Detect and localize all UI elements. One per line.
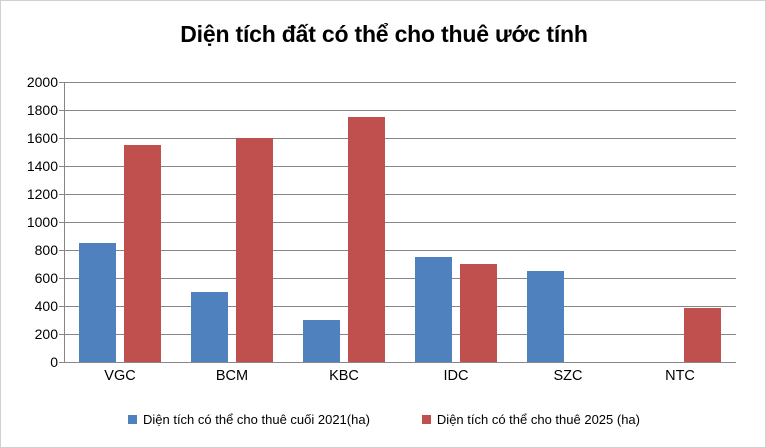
y-axis-tick-label: 600 xyxy=(34,270,58,286)
bar-kbc-series-1[interactable] xyxy=(348,117,385,362)
bar-idc-series-1[interactable] xyxy=(460,264,497,362)
gridline xyxy=(64,334,736,335)
x-axis-label-ntc: NTC xyxy=(665,368,695,384)
y-axis-tick-labels: 2000 1800 1600 1400 1200 1000 800 600 400 200 0 xyxy=(1,75,58,369)
y-axis-tick-label: 2000 xyxy=(26,74,58,90)
y-axis-tick-mark xyxy=(59,362,64,363)
gridline xyxy=(64,194,736,195)
y-axis-tick-label: 1000 xyxy=(26,214,58,230)
y-axis-tick-mark xyxy=(59,166,64,167)
gridline xyxy=(64,250,736,251)
y-axis-tick-label: 1600 xyxy=(26,130,58,146)
y-axis-tick-mark xyxy=(59,82,64,83)
bar-kbc-series-0[interactable] xyxy=(303,320,340,362)
gridline xyxy=(64,166,736,167)
bar-bcm-series-1[interactable] xyxy=(236,138,273,362)
bar-idc-series-0[interactable] xyxy=(415,257,452,362)
x-axis-label-idc: IDC xyxy=(443,368,469,384)
bar-bcm-series-0[interactable] xyxy=(191,292,228,362)
gridline xyxy=(64,82,736,83)
y-axis-tick-label: 800 xyxy=(34,242,58,258)
bar-szc-series-0[interactable] xyxy=(527,271,564,362)
legend-label: Diện tích có thể cho thuê 2025 (ha) xyxy=(436,412,640,427)
legend-entry-series-1[interactable]: Diện tích có thể cho thuê 2025 (ha) xyxy=(421,412,640,427)
x-axis-label-kbc: KBC xyxy=(329,368,359,384)
bar-ntc-series-1[interactable] xyxy=(684,308,721,362)
bar-vgc-series-0[interactable] xyxy=(79,243,116,362)
gridline xyxy=(64,306,736,307)
chart-legend: Diện tích có thể cho thuê cuối 2021(ha) D… xyxy=(1,412,765,427)
y-axis-tick-mark xyxy=(59,138,64,139)
gridline xyxy=(64,222,736,223)
y-axis-tick-mark xyxy=(59,222,64,223)
y-axis-line xyxy=(64,82,65,363)
gridline xyxy=(64,110,736,111)
chart-title: Diện tích đất có thể cho thuê ước tính xyxy=(180,21,588,47)
gridline xyxy=(64,138,736,139)
y-axis-tick-label: 400 xyxy=(34,298,58,314)
y-axis-tick-label: 1400 xyxy=(26,158,58,174)
x-axis-label-vgc: VGC xyxy=(104,368,136,384)
y-axis-tick-label: 1800 xyxy=(26,102,58,118)
y-axis-tick-mark xyxy=(59,306,64,307)
y-axis-tick-mark xyxy=(59,194,64,195)
y-axis-tick-mark xyxy=(59,334,64,335)
legend-entry-series-0[interactable]: Diện tích có thể cho thuê cuối 2021(ha) xyxy=(127,412,370,427)
legend-label: Diện tích có thể cho thuê cuối 2021(ha) xyxy=(142,412,370,427)
x-axis-label-bcm: BCM xyxy=(215,368,249,384)
legend-swatch-icon xyxy=(421,415,431,424)
y-axis-tick-label: 200 xyxy=(34,326,58,342)
plot-area xyxy=(59,82,736,363)
bar-vgc-series-1[interactable] xyxy=(124,145,161,362)
y-axis-tick-mark xyxy=(59,110,64,111)
y-axis-tick-label: 0 xyxy=(50,354,58,370)
y-axis-tick-mark xyxy=(59,250,64,251)
y-axis-tick-label: 1200 xyxy=(26,186,58,202)
legend-swatch-icon xyxy=(127,415,137,424)
x-axis-label-szc: SZC xyxy=(553,368,583,384)
y-axis-tick-mark xyxy=(59,278,64,279)
x-axis-line xyxy=(64,362,736,363)
x-axis-tick-labels: VGC BCM KBC IDC SZC NTC xyxy=(64,369,736,391)
gridline xyxy=(64,278,736,279)
